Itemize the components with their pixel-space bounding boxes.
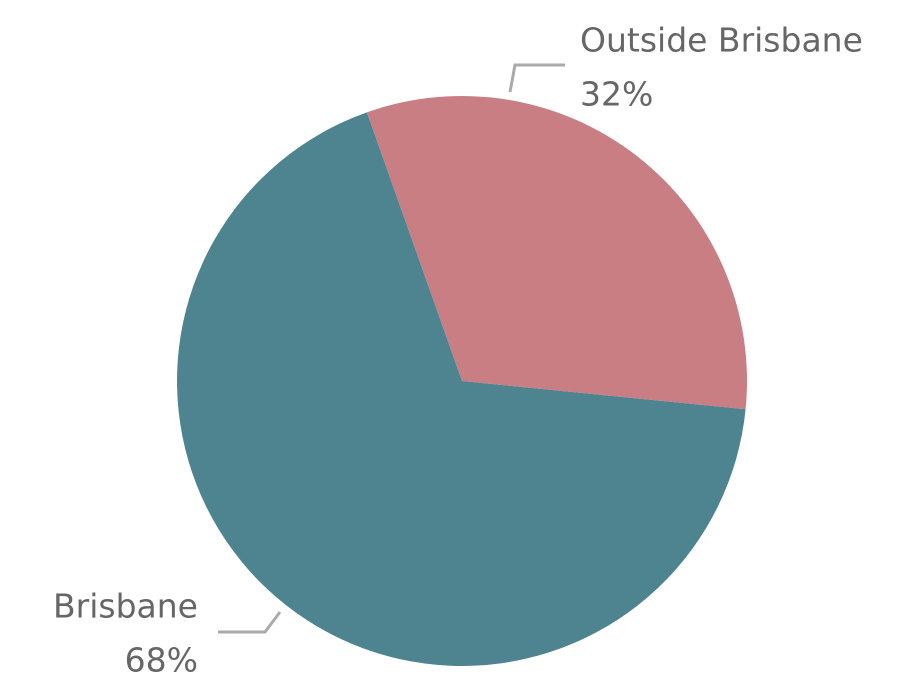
leader-line [508,63,565,93]
slice-value-label: 32% [580,75,653,114]
slice-label: Outside Brisbane [580,21,863,60]
slice-label: Brisbane [53,587,198,626]
pie-slice [177,112,746,666]
leader-line [218,611,282,634]
slice-value-label: 68% [125,641,198,680]
pie-slice [366,95,747,410]
